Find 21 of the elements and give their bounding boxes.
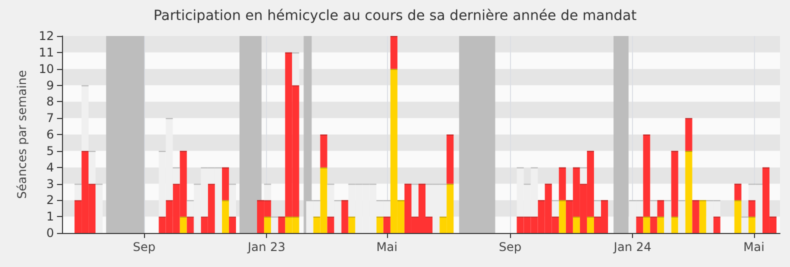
y-axis-title: Séances par semaine: [14, 70, 29, 199]
x-tick-label: Mai: [376, 240, 398, 254]
x-tick-label: Sep: [498, 240, 522, 254]
x-tick-label: Jan 24: [612, 240, 652, 254]
y-tick-label: 6: [46, 128, 54, 142]
y-tick-label: 10: [38, 62, 54, 76]
y-tick-label: 7: [46, 111, 54, 126]
y-tick-label: 11: [38, 45, 54, 60]
y-tick-label: 3: [46, 176, 54, 191]
x-tick-label: Mai: [743, 240, 764, 254]
y-tick-label: 9: [46, 78, 54, 92]
x-tick-label: Jan 23: [246, 240, 286, 254]
y-tick-label: 2: [46, 193, 54, 208]
y-tick-label: 8: [46, 94, 54, 109]
y-tick-label: 4: [46, 160, 54, 174]
y-tick-label: 0: [46, 226, 54, 240]
y-tick-label: 5: [46, 144, 54, 158]
y-tick-label: 1: [46, 210, 54, 224]
y-tick-label: 12: [38, 29, 54, 43]
chart-title: Participation en hémicycle au cours de sa dernière année de mandat: [153, 8, 638, 24]
x-tick-label: Sep: [132, 240, 156, 254]
